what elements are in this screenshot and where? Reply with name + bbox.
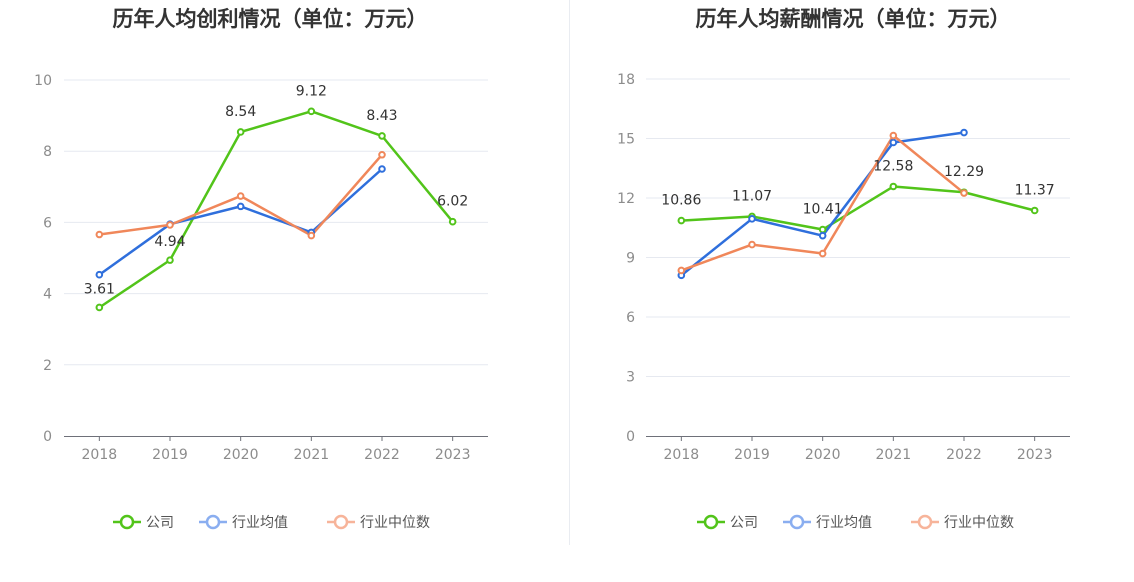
y-tick-label: 15	[617, 132, 635, 148]
legend-label: 行业中位数	[360, 515, 430, 531]
y-tick-label: 12	[617, 191, 635, 207]
data-label: 8.43	[366, 108, 397, 124]
series-line-company	[98, 110, 454, 309]
y-tick-label: 6	[43, 215, 52, 231]
chart-title: 历年人均薪酬情况（单位：万元）	[696, 7, 1011, 31]
legend-label: 行业均值	[816, 515, 872, 531]
data-point-company	[448, 217, 457, 226]
legend-label: 公司	[146, 515, 174, 531]
legend-marker	[205, 514, 221, 530]
data-point-company	[166, 256, 174, 264]
x-tick-label: 2018	[664, 447, 700, 463]
data-point-company	[818, 225, 827, 234]
data-point-industry-mean	[378, 165, 386, 173]
legend-marker	[789, 514, 805, 530]
data-point-industry-mean	[748, 215, 756, 223]
x-tick-label: 2021	[294, 447, 330, 463]
y-tick-label: 10	[34, 73, 52, 89]
x-tick-label: 2022	[946, 447, 982, 463]
data-point-industry-median	[960, 189, 968, 197]
x-tick-label: 2018	[82, 447, 118, 463]
data-point-industry-mean	[95, 270, 104, 279]
y-tick-label: 4	[43, 287, 52, 303]
legend-marker	[119, 514, 135, 530]
y-tick-label: 0	[626, 429, 635, 445]
legend-label: 行业均值	[232, 515, 288, 531]
data-point-industry-mean	[889, 138, 898, 147]
y-tick-label: 2	[43, 358, 52, 374]
data-label: 11.37	[1015, 182, 1055, 198]
data-point-industry-median	[95, 230, 104, 239]
legend-label: 行业中位数	[944, 515, 1014, 531]
data-label: 8.54	[225, 104, 256, 120]
series-line-industry-mean	[98, 168, 383, 276]
data-point-company	[95, 303, 104, 312]
series-line-company	[681, 185, 1035, 231]
x-tick-label: 2020	[805, 447, 841, 463]
data-label: 10.86	[661, 193, 701, 209]
y-tick-label: 8	[43, 144, 52, 160]
data-point-company	[307, 107, 316, 116]
data-label: 11.07	[732, 188, 772, 204]
data-point-company	[889, 182, 898, 191]
y-tick-label: 9	[626, 251, 635, 267]
data-point-company	[236, 128, 245, 136]
data-point-industry-median	[748, 240, 756, 249]
legend-marker	[703, 514, 719, 530]
data-point-industry-median	[307, 231, 316, 240]
x-tick-label: 2021	[876, 447, 912, 463]
data-label: 6.02	[437, 194, 468, 210]
x-tick-label: 2020	[223, 447, 259, 463]
data-label: 10.41	[803, 202, 843, 218]
x-tick-label: 2019	[734, 447, 770, 463]
data-point-industry-median	[818, 249, 827, 258]
x-tick-label: 2019	[152, 447, 188, 463]
data-point-industry-mean	[960, 128, 968, 137]
x-tick-label: 2023	[435, 447, 471, 463]
legend-marker	[917, 514, 933, 530]
data-point-industry-median	[166, 221, 174, 229]
data-point-industry-median	[677, 266, 686, 275]
data-label: 4.94	[154, 234, 185, 250]
chart-title: 历年人均创利情况（单位：万元）	[113, 7, 428, 31]
data-point-industry-mean	[818, 231, 827, 240]
salary-per-capita-chart-svg: 历年人均薪酬情况（单位：万元） 0 3 6 9 12 15 18 2018 2019 2020 20…	[617, 7, 1070, 531]
legend-marker	[333, 514, 349, 530]
data-label: 9.12	[296, 83, 327, 99]
data-point-industry-median	[378, 150, 386, 159]
profit-per-capita-chart-svg: 历年人均创利情况（单位：万元） 0 2 4 6 8 10 2018 2019 2020 2021 2…	[34, 7, 488, 531]
y-tick-label: 6	[626, 310, 635, 326]
data-point-industry-median	[236, 192, 245, 200]
data-label: 3.61	[84, 281, 115, 297]
data-point-industry-median	[889, 131, 898, 140]
data-point-company	[677, 216, 686, 225]
data-point-company	[1030, 206, 1039, 215]
y-tick-label: 18	[617, 72, 635, 88]
data-label: 12.29	[944, 164, 984, 180]
y-tick-label: 0	[43, 429, 52, 445]
data-label: 12.58	[873, 158, 913, 174]
y-tick-label: 3	[626, 370, 635, 386]
panel-divider	[569, 0, 570, 545]
data-point-industry-mean	[236, 202, 245, 211]
x-tick-label: 2022	[364, 447, 400, 463]
x-tick-label: 2023	[1017, 447, 1053, 463]
profit-per-capita-chart: 历年人均创利情况（单位：万元） 0 2 4 6 8 10 2018 2019 2020 2021 2…	[34, 7, 488, 531]
data-point-company	[378, 132, 386, 140]
salary-per-capita-chart: 历年人均薪酬情况（单位：万元） 0 3 6 9 12 15 18 2018 2019 2020 20…	[567, 0, 1134, 582]
legend-label: 公司	[730, 515, 758, 531]
